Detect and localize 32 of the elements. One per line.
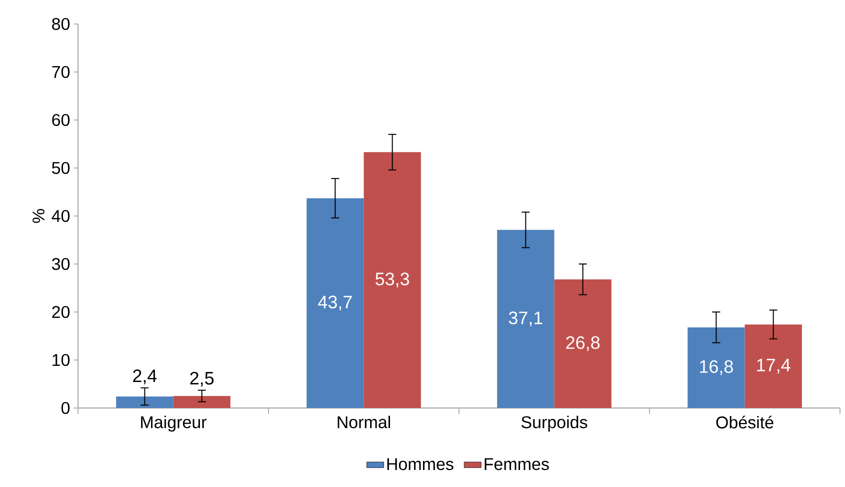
data-label: 16,8 <box>700 360 733 376</box>
y-tick-label: 20 <box>52 306 70 318</box>
y-tick-label: 60 <box>52 114 70 126</box>
bar <box>116 396 174 408</box>
y-tick-label: 0 <box>61 402 70 414</box>
bar <box>173 396 230 408</box>
y-tick-label: 30 <box>52 258 70 270</box>
bar <box>497 230 554 408</box>
y-tick-label: 80 <box>52 18 70 30</box>
data-label: 17,4 <box>757 358 790 374</box>
y-tick-label: 70 <box>52 66 70 78</box>
bar <box>688 327 745 408</box>
y-tick-label: 10 <box>52 354 70 366</box>
y-axis-title: % <box>32 209 44 223</box>
x-tick-label: Surpoids <box>521 416 588 432</box>
x-tick-label: Normal <box>338 416 390 428</box>
data-label: 26,8 <box>566 336 600 352</box>
bar <box>744 324 802 408</box>
bar <box>364 152 421 408</box>
legend-label: Femmes <box>484 458 549 470</box>
y-tick-label: 50 <box>52 162 70 174</box>
y-tick-label: 40 <box>52 210 70 222</box>
data-label: 2,4 <box>133 369 157 384</box>
bar <box>306 198 364 408</box>
x-tick-label: Maigreur <box>141 416 206 432</box>
data-label: 2,5 <box>190 372 214 387</box>
data-label: 37,1 <box>508 312 542 326</box>
x-tick-label: Obésité <box>716 416 774 428</box>
data-label: 53,3 <box>376 272 410 288</box>
data-label: 43,7 <box>318 296 352 311</box>
legend-label: Hommes <box>387 458 454 470</box>
bar <box>554 279 612 408</box>
